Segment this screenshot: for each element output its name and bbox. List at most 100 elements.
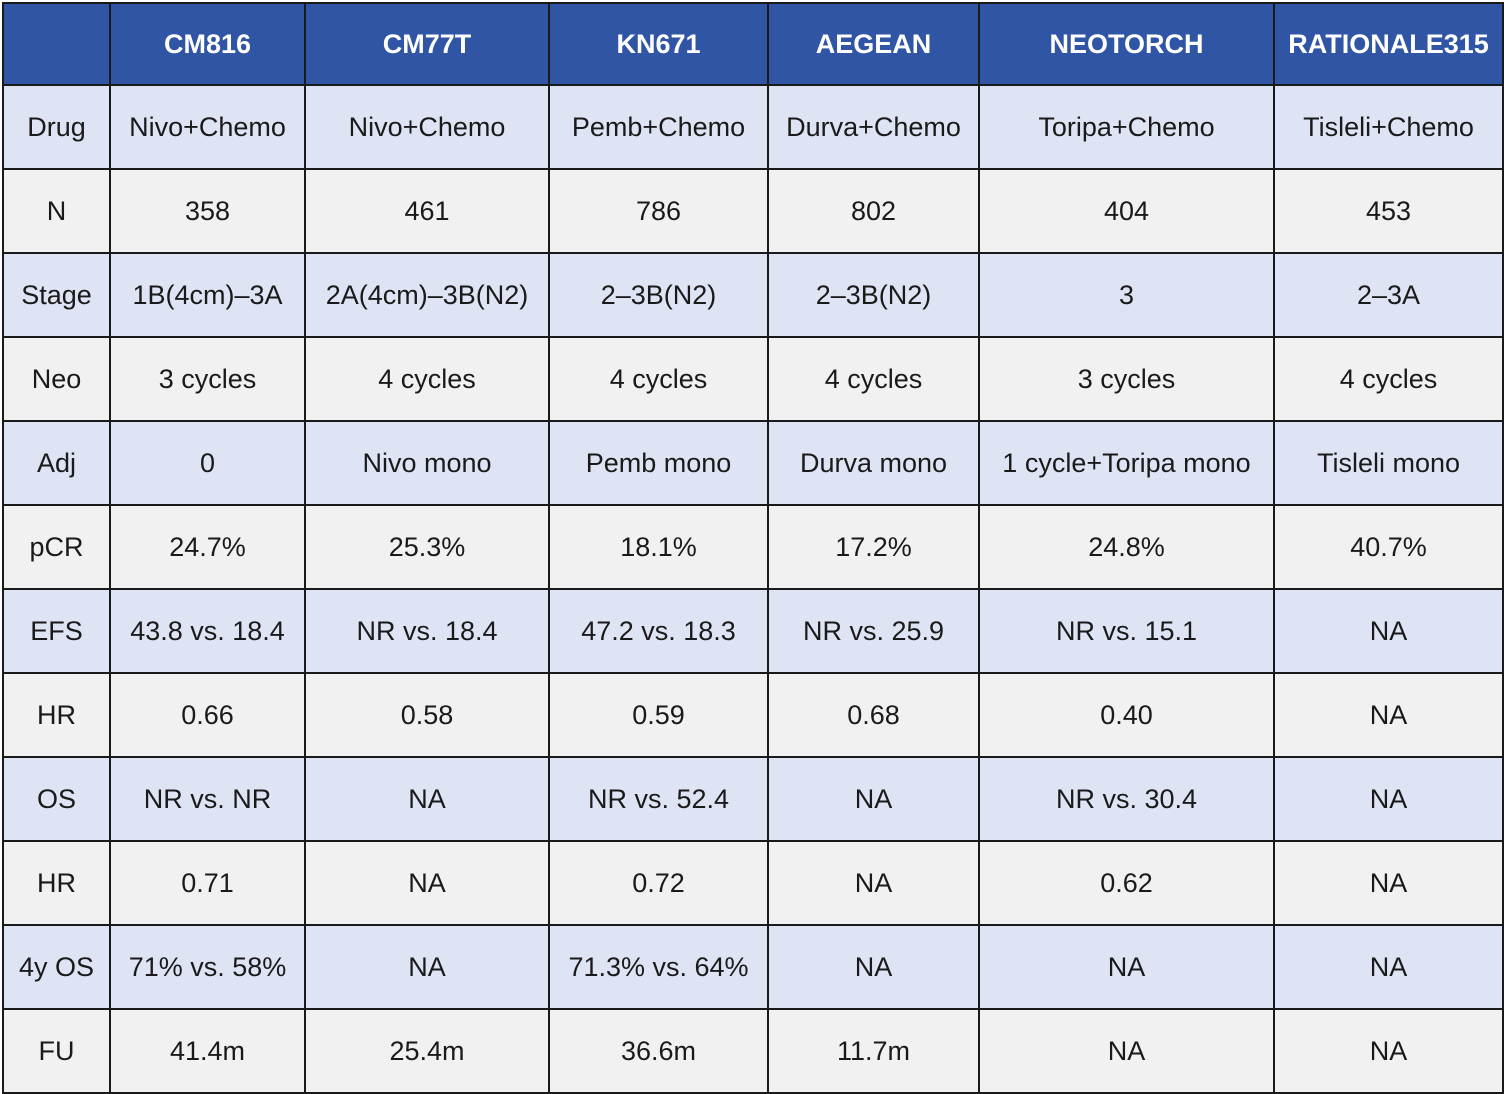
table-cell: 2–3B(N2) bbox=[767, 252, 980, 338]
column-header-kn671: KN671 bbox=[548, 2, 769, 86]
table-row: Adj 0 Nivo mono Pemb mono Durva mono 1 cycle+… bbox=[2, 420, 1504, 506]
table-cell: Tisleli+Chemo bbox=[1273, 84, 1504, 170]
table-row: HR 0.66 0.58 0.59 0.68 0.40 NA bbox=[2, 672, 1504, 758]
table-cell: NA bbox=[304, 840, 550, 926]
header-corner-cell bbox=[2, 2, 111, 86]
table-cell: 0.40 bbox=[978, 672, 1275, 758]
table-cell: 0.66 bbox=[109, 672, 306, 758]
table-cell: 24.8% bbox=[978, 504, 1275, 590]
table-cell: 24.7% bbox=[109, 504, 306, 590]
table-cell: Toripa+Chemo bbox=[978, 84, 1275, 170]
row-label: 4y OS bbox=[2, 924, 111, 1010]
table-row: Neo 3 cycles 4 cycles 4 cycles 4 cycles 3 cyc… bbox=[2, 336, 1504, 422]
table-cell: NR vs. 30.4 bbox=[978, 756, 1275, 842]
table-cell: NA bbox=[1273, 840, 1504, 926]
table-cell: Pemb+Chemo bbox=[548, 84, 769, 170]
column-header-neotorch: NEOTORCH bbox=[978, 2, 1275, 86]
table-cell: 0.62 bbox=[978, 840, 1275, 926]
table-cell: Durva mono bbox=[767, 420, 980, 506]
table-cell: 47.2 vs. 18.3 bbox=[548, 588, 769, 674]
column-header-cm77t: CM77T bbox=[304, 2, 550, 86]
table-cell: NA bbox=[1273, 1008, 1504, 1094]
table-cell: 358 bbox=[109, 168, 306, 254]
table-cell: NR vs. 52.4 bbox=[548, 756, 769, 842]
table-cell: Nivo+Chemo bbox=[109, 84, 306, 170]
table-cell: 786 bbox=[548, 168, 769, 254]
column-header-aegean: AEGEAN bbox=[767, 2, 980, 86]
table-cell: 2A(4cm)–3B(N2) bbox=[304, 252, 550, 338]
table-cell: 71.3% vs. 64% bbox=[548, 924, 769, 1010]
table-cell: 0.59 bbox=[548, 672, 769, 758]
table-cell: 43.8 vs. 18.4 bbox=[109, 588, 306, 674]
column-header-rationale315: RATIONALE315 bbox=[1273, 2, 1504, 86]
table-cell: 11.7m bbox=[767, 1008, 980, 1094]
table-cell: Nivo mono bbox=[304, 420, 550, 506]
table-cell: 2–3B(N2) bbox=[548, 252, 769, 338]
table-cell: 1B(4cm)–3A bbox=[109, 252, 306, 338]
row-label: N bbox=[2, 168, 111, 254]
table-row: 4y OS 71% vs. 58% NA 71.3% vs. 64% NA NA NA bbox=[2, 924, 1504, 1010]
column-header-cm816: CM816 bbox=[109, 2, 306, 86]
table-cell: 453 bbox=[1273, 168, 1504, 254]
table-cell: NR vs. 15.1 bbox=[978, 588, 1275, 674]
row-label: FU bbox=[2, 1008, 111, 1094]
table-cell: 404 bbox=[978, 168, 1275, 254]
row-label: OS bbox=[2, 756, 111, 842]
table-row: N 358 461 786 802 404 453 bbox=[2, 168, 1504, 254]
table-cell: 3 cycles bbox=[109, 336, 306, 422]
table-cell: NR vs. 18.4 bbox=[304, 588, 550, 674]
table-cell: NR vs. NR bbox=[109, 756, 306, 842]
table-cell: 3 cycles bbox=[978, 336, 1275, 422]
table-cell: 40.7% bbox=[1273, 504, 1504, 590]
table-cell: Durva+Chemo bbox=[767, 84, 980, 170]
table-header: CM816 CM77T KN671 AEGEAN NEOTORCH RATIONALE31… bbox=[2, 2, 1504, 86]
table-cell: NA bbox=[767, 840, 980, 926]
table-cell: NA bbox=[1273, 756, 1504, 842]
table-cell: 71% vs. 58% bbox=[109, 924, 306, 1010]
row-label: Stage bbox=[2, 252, 111, 338]
table-row: Drug Nivo+Chemo Nivo+Chemo Pemb+Chemo Durva+… bbox=[2, 84, 1504, 170]
table-cell: NA bbox=[1273, 588, 1504, 674]
table-cell: 0 bbox=[109, 420, 306, 506]
table-cell: 0.68 bbox=[767, 672, 980, 758]
table-cell: Tisleli mono bbox=[1273, 420, 1504, 506]
table-row: FU 41.4m 25.4m 36.6m 11.7m NA NA bbox=[2, 1008, 1504, 1094]
row-label: EFS bbox=[2, 588, 111, 674]
table-cell: NA bbox=[767, 924, 980, 1010]
header-row: CM816 CM77T KN671 AEGEAN NEOTORCH RATIONALE31… bbox=[2, 2, 1504, 86]
row-label: HR bbox=[2, 672, 111, 758]
table-cell: 25.3% bbox=[304, 504, 550, 590]
table-cell: 4 cycles bbox=[1273, 336, 1504, 422]
table-cell: 36.6m bbox=[548, 1008, 769, 1094]
table-cell: 4 cycles bbox=[548, 336, 769, 422]
table-cell: Pemb mono bbox=[548, 420, 769, 506]
row-label: Neo bbox=[2, 336, 111, 422]
table-row: Stage 1B(4cm)–3A 2A(4cm)–3B(N2) 2–3B(N2) 2–3… bbox=[2, 252, 1504, 338]
table-cell: NA bbox=[978, 1008, 1275, 1094]
table-cell: NA bbox=[1273, 924, 1504, 1010]
row-label: HR bbox=[2, 840, 111, 926]
table-cell: NA bbox=[767, 756, 980, 842]
table-row: pCR 24.7% 25.3% 18.1% 17.2% 24.8% 40.7% bbox=[2, 504, 1504, 590]
table-cell: NA bbox=[304, 924, 550, 1010]
table-cell: NR vs. 25.9 bbox=[767, 588, 980, 674]
table-cell: NA bbox=[304, 756, 550, 842]
table-cell: NA bbox=[978, 924, 1275, 1010]
table-cell: 25.4m bbox=[304, 1008, 550, 1094]
table-cell: 0.71 bbox=[109, 840, 306, 926]
table-cell: Nivo+Chemo bbox=[304, 84, 550, 170]
row-label: Adj bbox=[2, 420, 111, 506]
table-cell: 0.58 bbox=[304, 672, 550, 758]
table-cell: 41.4m bbox=[109, 1008, 306, 1094]
table-cell: 0.72 bbox=[548, 840, 769, 926]
row-label: Drug bbox=[2, 84, 111, 170]
table-cell: 461 bbox=[304, 168, 550, 254]
table-cell: 17.2% bbox=[767, 504, 980, 590]
table-cell: 802 bbox=[767, 168, 980, 254]
row-label: pCR bbox=[2, 504, 111, 590]
table-cell: 3 bbox=[978, 252, 1275, 338]
table-body: Drug Nivo+Chemo Nivo+Chemo Pemb+Chemo Durva+… bbox=[2, 84, 1504, 1094]
table-cell: 4 cycles bbox=[767, 336, 980, 422]
table-row: HR 0.71 NA 0.72 NA 0.62 NA bbox=[2, 840, 1504, 926]
